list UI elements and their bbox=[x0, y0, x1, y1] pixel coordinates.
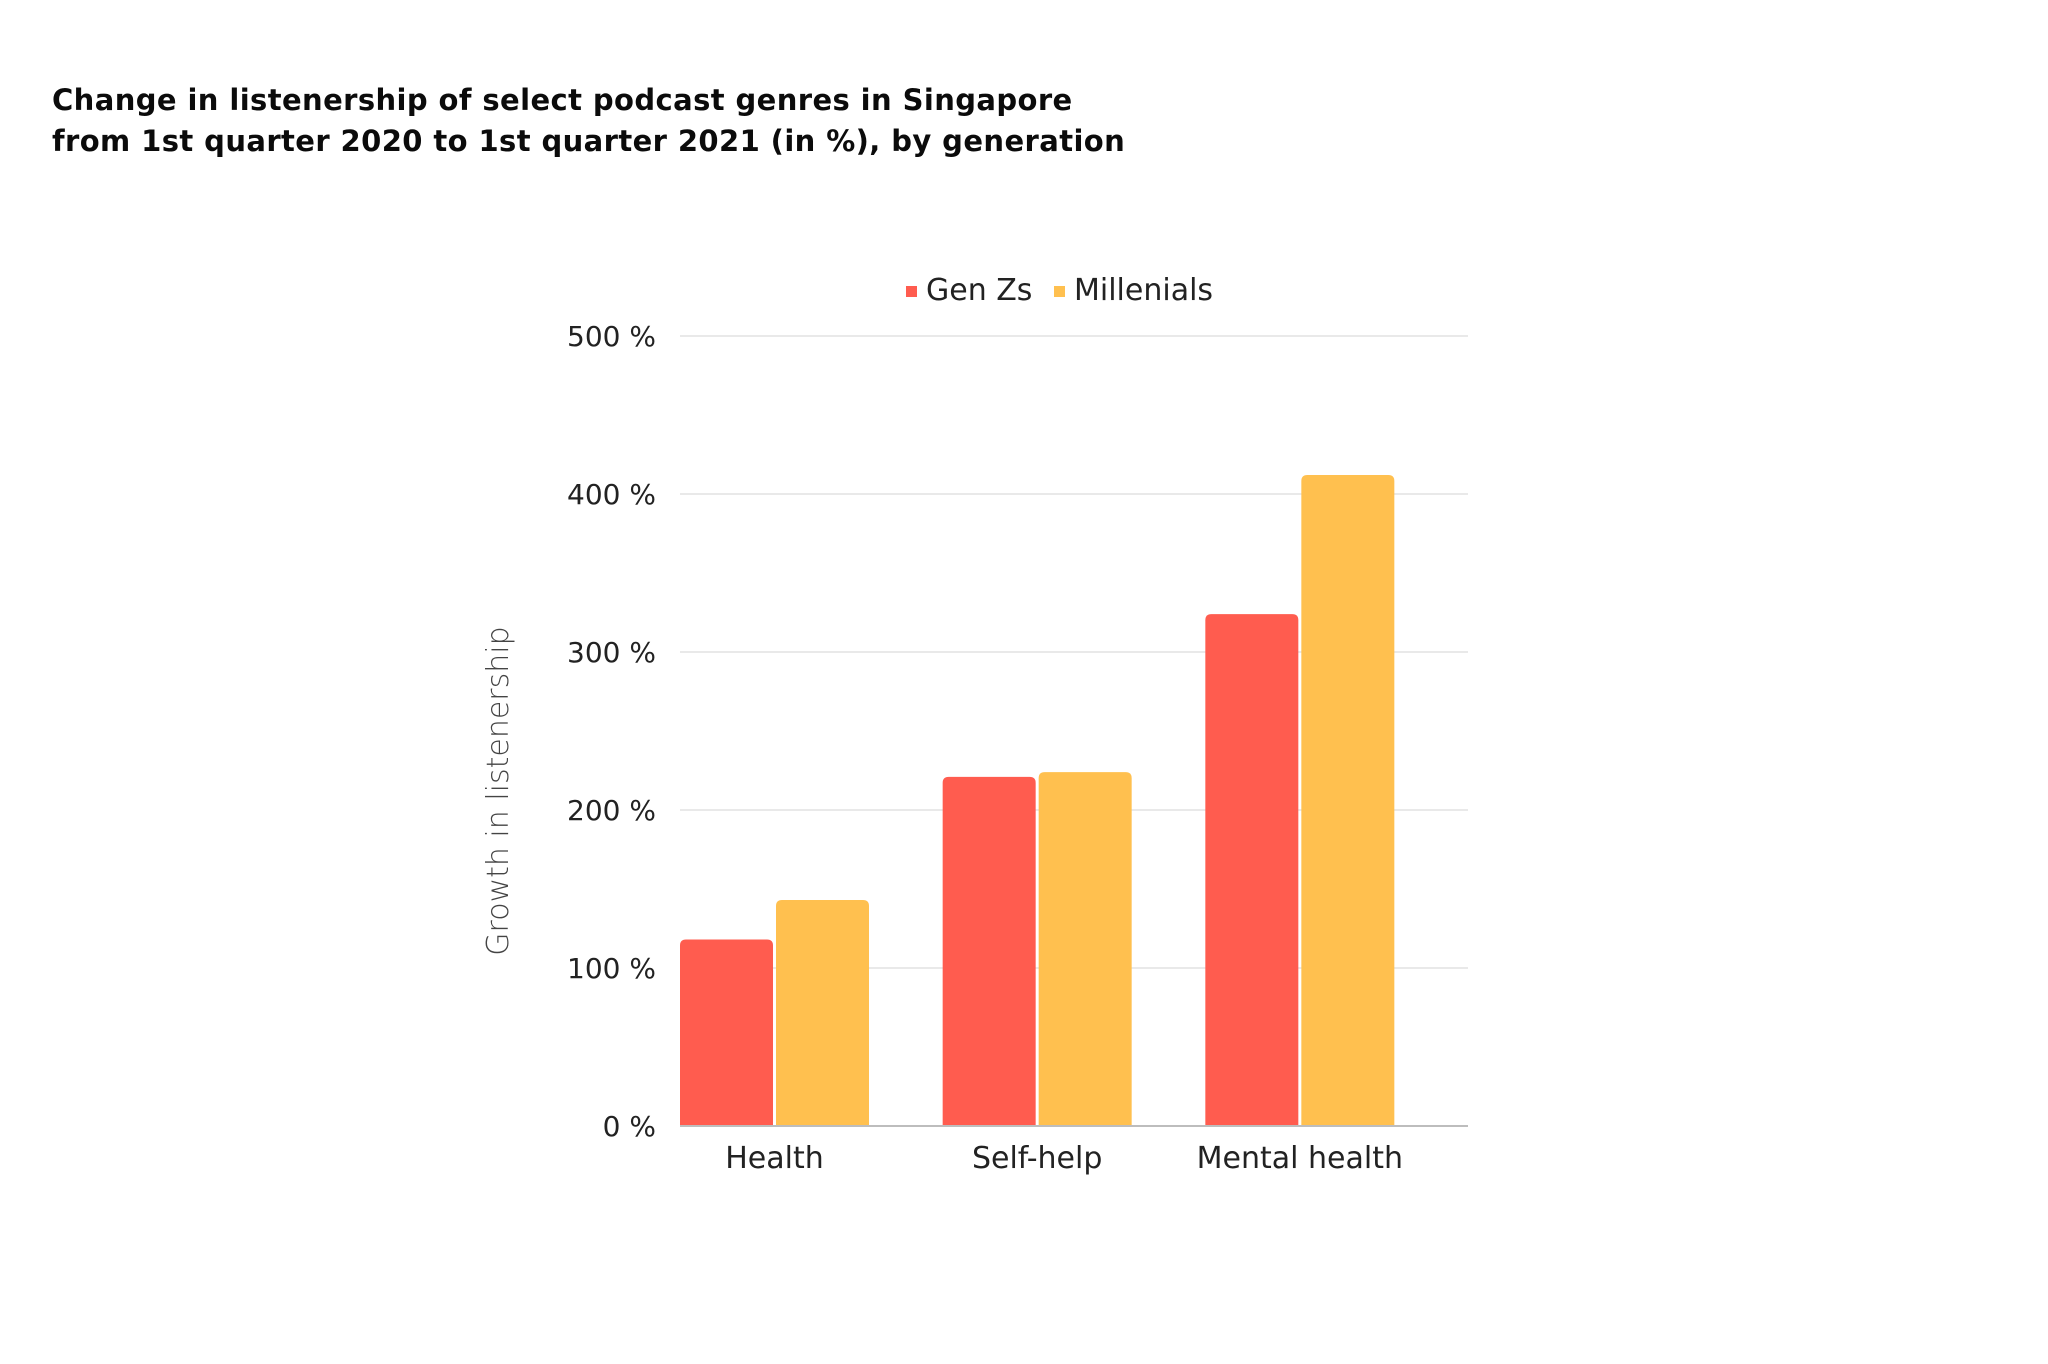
legend: Gen Zs Millenials bbox=[906, 273, 1213, 308]
legend-label: Millenials bbox=[1074, 273, 1213, 308]
y-tick-label: 100 % bbox=[567, 952, 656, 985]
y-tick-label: 500 % bbox=[567, 320, 656, 353]
x-category-label: Mental health bbox=[1197, 1141, 1403, 1176]
x-category-label: Self-help bbox=[972, 1141, 1102, 1176]
chart-title: Change in listenership of select podcast… bbox=[52, 80, 1125, 162]
legend-swatch bbox=[906, 286, 917, 297]
y-tick-label: 200 % bbox=[567, 794, 656, 827]
chart-title-line-2: from 1st quarter 2020 to 1st quarter 202… bbox=[52, 124, 1126, 158]
bar-millenials bbox=[1301, 475, 1395, 1126]
bar-millenials bbox=[1038, 772, 1132, 1126]
y-tick-label: 400 % bbox=[567, 478, 656, 511]
y-tick-label: 0 % bbox=[603, 1110, 656, 1143]
legend-label: Gen Zs bbox=[926, 273, 1032, 308]
y-tick-label: 300 % bbox=[567, 636, 656, 669]
x-axis-categories: Health Self-help Mental health bbox=[725, 1141, 1403, 1176]
x-category-label: Health bbox=[725, 1141, 824, 1176]
bar-gen-zs bbox=[1205, 614, 1299, 1126]
legend-swatch bbox=[1054, 286, 1065, 297]
bars bbox=[680, 475, 1395, 1126]
bar-millenials bbox=[776, 900, 869, 1126]
chart-title-line-1: Change in listenership of select podcast… bbox=[52, 83, 1073, 117]
bar-gen-zs bbox=[942, 776, 1036, 1126]
y-axis-ticks: 0 % 100 % 200 % 300 % 400 % 500 % bbox=[567, 320, 656, 1143]
bar-gen-zs bbox=[680, 939, 773, 1126]
y-axis-label: Growth in listenership bbox=[481, 626, 516, 955]
